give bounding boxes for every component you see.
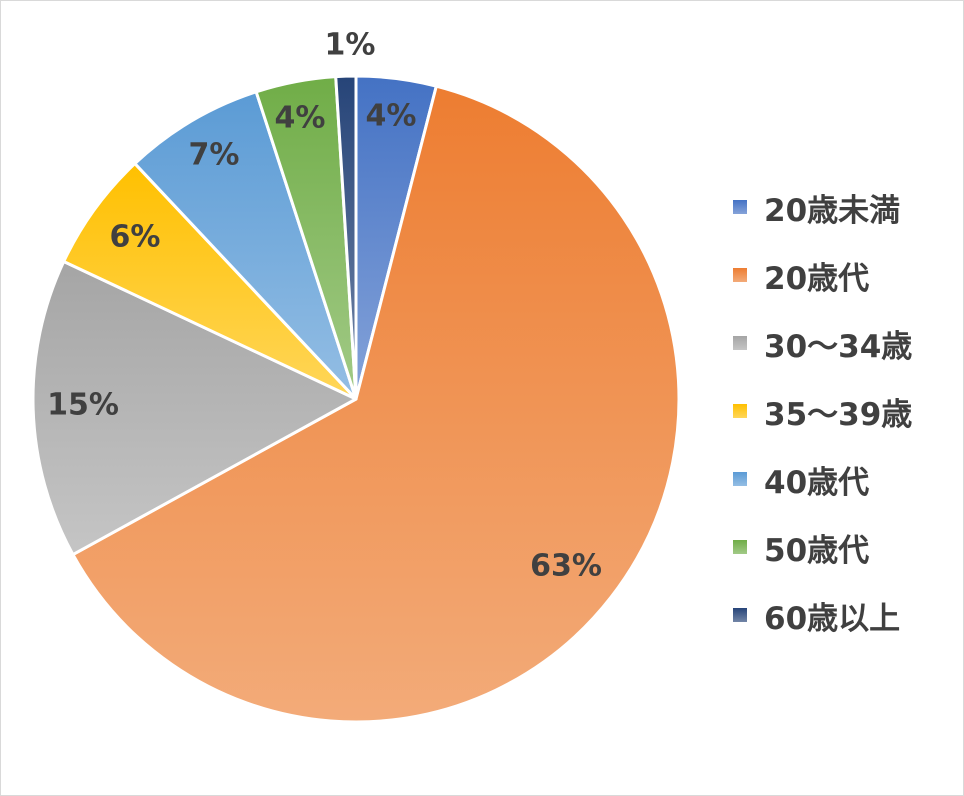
data-label-1: 4% (366, 99, 417, 134)
legend-swatch (733, 540, 747, 554)
pie-slice-2 (71, 84, 681, 724)
pie-slice-5 (133, 90, 358, 401)
legend-item-2: 20歳代 (733, 241, 958, 309)
data-label-7: 1% (325, 28, 376, 63)
legend-item-4: 35～39歳 (733, 377, 958, 445)
data-label-5: 7% (189, 138, 240, 173)
pie-slice-7 (334, 74, 358, 401)
legend-label: 60歳以上 (764, 600, 901, 637)
legend-label: 30～34歳 (764, 328, 913, 365)
legend-swatch (733, 608, 747, 622)
legend: 20歳未満 20歳代 30～34歳 35～39歳 40歳代 50歳代 60歳以上 (733, 173, 958, 649)
data-label-6: 4% (275, 101, 326, 136)
legend-swatch (733, 200, 747, 214)
data-label-4: 6% (110, 220, 161, 255)
data-label-2: 63% (530, 549, 602, 584)
legend-swatch (733, 268, 747, 282)
legend-item-7: 60歳以上 (733, 581, 958, 649)
legend-item-1: 20歳未満 (733, 173, 958, 241)
legend-label: 20歳未満 (764, 192, 901, 229)
data-label-3: 15% (47, 388, 119, 423)
legend-label: 35～39歳 (764, 396, 913, 433)
legend-label: 40歳代 (764, 464, 870, 501)
legend-label: 50歳代 (764, 532, 870, 569)
legend-item-3: 30～34歳 (733, 309, 958, 377)
legend-swatch (733, 472, 747, 486)
legend-label: 20歳代 (764, 260, 870, 297)
legend-swatch (733, 336, 747, 350)
legend-swatch (733, 404, 747, 418)
pie-slice-3 (31, 259, 358, 557)
pie-slice-4 (62, 162, 358, 401)
legend-item-6: 50歳代 (733, 513, 958, 581)
legend-item-5: 40歳代 (733, 445, 958, 513)
